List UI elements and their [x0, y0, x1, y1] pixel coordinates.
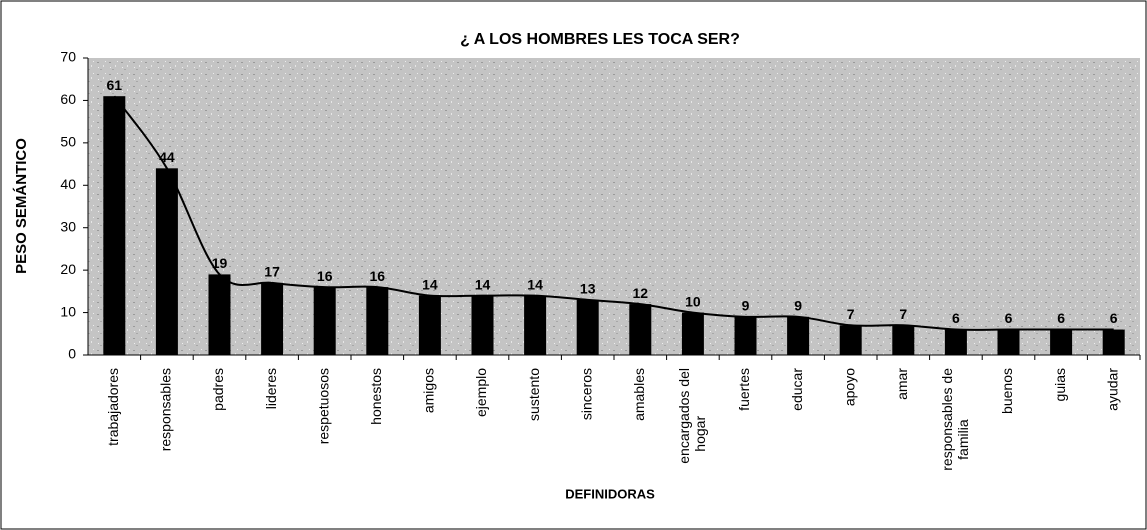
x-tick-label: padres — [210, 368, 226, 411]
data-label: 14 — [422, 276, 438, 292]
data-label: 19 — [212, 255, 228, 271]
bar — [524, 295, 547, 355]
y-tick-label: 60 — [60, 91, 76, 107]
bar — [103, 96, 126, 355]
data-label: 7 — [847, 306, 855, 322]
data-label: 6 — [1005, 310, 1013, 326]
x-axis-label: DEFINIDORAS — [565, 486, 655, 501]
x-tick-label: amar — [894, 368, 910, 400]
bar — [944, 329, 967, 355]
x-tick-label: ejemplo — [473, 368, 489, 417]
bar — [629, 304, 652, 355]
x-tick-label: fuertes — [736, 368, 752, 411]
plot-background — [88, 58, 1140, 355]
bar — [1102, 329, 1125, 355]
bar — [997, 329, 1020, 355]
x-tick-label: lideres — [263, 368, 279, 409]
bar — [734, 316, 757, 355]
bar — [208, 274, 231, 355]
bar — [155, 168, 178, 355]
x-tick-label: sinceros — [578, 368, 594, 420]
y-tick-label: 10 — [60, 303, 76, 319]
chart-title: ¿ A LOS HOMBRES LES TOCA SER? — [460, 31, 740, 48]
y-tick-label: 50 — [60, 134, 76, 150]
data-label: 44 — [159, 149, 175, 165]
data-label: 10 — [685, 293, 701, 309]
x-tick-label: honestos — [368, 368, 384, 425]
x-tick-label: sustento — [526, 368, 542, 421]
bar — [1050, 329, 1073, 355]
x-tick-label: amigos — [421, 368, 437, 413]
y-tick-label: 30 — [60, 218, 76, 234]
bar — [681, 312, 704, 355]
y-tick-label: 40 — [60, 176, 76, 192]
data-label: 61 — [107, 77, 123, 93]
bar — [576, 299, 599, 355]
bar — [787, 316, 810, 355]
bar — [839, 325, 862, 355]
x-tick-label: buenos — [999, 368, 1015, 414]
data-label: 12 — [633, 285, 649, 301]
x-tick-label: responsables defamilia — [939, 368, 971, 471]
bar — [261, 282, 284, 355]
bar — [471, 295, 494, 355]
x-tick-label: responsables — [158, 368, 174, 451]
x-tick-label: trabajadores — [105, 368, 121, 446]
bar — [313, 287, 336, 355]
y-tick-label: 20 — [60, 261, 76, 277]
data-label: 6 — [1110, 310, 1118, 326]
bar — [418, 295, 441, 355]
y-tick-label: 0 — [68, 346, 76, 362]
data-label: 17 — [264, 264, 280, 280]
data-label: 14 — [475, 276, 491, 292]
x-tick-label: respetuosos — [315, 368, 331, 444]
data-label: 9 — [742, 298, 750, 314]
x-tick-label: amables — [631, 368, 647, 421]
x-tick-label: apoyo — [841, 368, 857, 406]
bar — [892, 325, 915, 355]
y-axis-label: PESO SEMÁNTICO — [13, 138, 30, 274]
data-label: 7 — [899, 306, 907, 322]
x-tick-label: guias — [1052, 368, 1068, 401]
bar — [366, 287, 389, 355]
data-label: 16 — [370, 268, 386, 284]
x-tick-label: encargados delhogar — [676, 368, 708, 464]
data-label: 16 — [317, 268, 333, 284]
data-label: 6 — [1057, 310, 1065, 326]
data-label: 14 — [527, 276, 543, 292]
trend-line — [113, 95, 1114, 331]
data-label: 13 — [580, 281, 596, 297]
x-tick-label: ayudar — [1104, 368, 1120, 411]
y-tick-label: 70 — [60, 49, 76, 65]
x-tick-label: educar — [789, 368, 805, 411]
data-label: 6 — [952, 310, 960, 326]
data-label: 9 — [794, 298, 802, 314]
